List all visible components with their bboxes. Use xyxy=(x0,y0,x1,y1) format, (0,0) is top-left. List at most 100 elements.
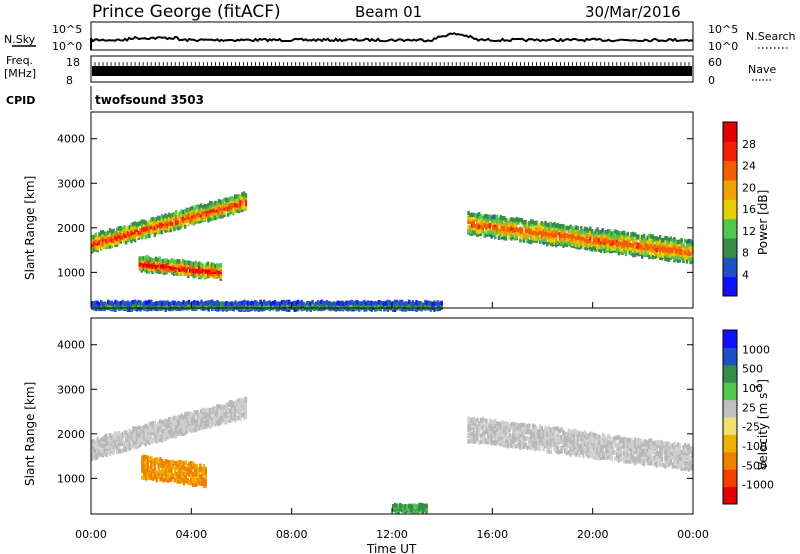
scatter-cell xyxy=(521,427,524,432)
scatter-cell xyxy=(680,250,683,256)
scatter-cell xyxy=(119,301,123,306)
scatter-cell xyxy=(204,472,207,477)
scatter-cell xyxy=(207,213,210,218)
scatter-cell xyxy=(147,260,151,265)
scatter-cell xyxy=(164,217,167,222)
scatter-cell xyxy=(199,466,202,471)
scatter-cell xyxy=(137,436,140,442)
scatter-cell xyxy=(383,304,386,309)
scatter-cell xyxy=(201,416,205,421)
scatter-cell xyxy=(160,420,164,425)
nsearch-label: N.Search xyxy=(746,30,796,43)
scatter-cell xyxy=(128,428,131,434)
scatter-cell xyxy=(255,301,259,307)
scatter-cell xyxy=(571,228,574,234)
scatter-cell xyxy=(530,436,533,442)
scatter-cell xyxy=(257,302,260,307)
scatter-cell xyxy=(637,457,640,463)
scatter-cell xyxy=(172,262,176,268)
scatter-cell xyxy=(565,233,569,238)
scatter-cell xyxy=(555,237,558,242)
scatter-cell xyxy=(139,428,142,434)
scatter-cell xyxy=(99,235,103,240)
scatter-cell xyxy=(614,438,617,443)
scatter-cell xyxy=(190,269,194,275)
scatter-cell xyxy=(616,453,619,459)
scatter-cell xyxy=(474,421,477,426)
scatter-cell xyxy=(501,425,504,430)
scatter-cell xyxy=(185,271,188,276)
scatter-cell xyxy=(198,301,201,307)
scatter-cell xyxy=(125,437,128,443)
scatter-cell xyxy=(279,305,282,310)
scatter-cell xyxy=(150,230,153,235)
scatter-cell xyxy=(210,205,214,210)
scatter-cell xyxy=(488,423,492,428)
scatter-cell xyxy=(673,252,676,257)
scatter-cell xyxy=(610,234,613,239)
scatter-cell xyxy=(187,426,190,431)
scatter-cell xyxy=(574,442,578,448)
scatter-cell xyxy=(96,440,99,446)
scatter-cell xyxy=(132,230,135,235)
scatter-cell xyxy=(678,257,682,263)
scatter-cell xyxy=(633,460,637,465)
scatter-cell xyxy=(155,460,159,465)
scatter-cell xyxy=(361,300,364,306)
scatter-cell xyxy=(513,218,517,223)
scatter-cell xyxy=(594,455,597,460)
scatter-cell xyxy=(200,215,203,220)
scatter-cell xyxy=(107,299,110,305)
scatter-cell xyxy=(110,234,114,239)
scatter-cell xyxy=(506,421,510,427)
scatter-cell xyxy=(555,223,558,229)
scatter-cell xyxy=(182,461,186,466)
scatter-cell xyxy=(254,300,257,305)
scatter-cell xyxy=(571,233,574,239)
scatter-cell xyxy=(474,228,477,233)
scatter-cell xyxy=(155,219,158,225)
scatter-cell xyxy=(98,445,101,451)
scatter-cell xyxy=(641,237,644,243)
scatter-cell xyxy=(195,471,198,476)
scatter-cell xyxy=(574,447,578,453)
scatter-cell xyxy=(210,407,214,412)
scatter-cell xyxy=(601,443,604,449)
scatter-cell xyxy=(210,267,213,272)
scatter-cell xyxy=(205,204,208,209)
scatter-cell xyxy=(133,223,137,229)
scatter-cell xyxy=(662,245,665,250)
scatter-cell xyxy=(173,429,176,434)
scatter-cell xyxy=(188,472,191,478)
scatter-cell xyxy=(555,230,558,235)
scatter-cell xyxy=(415,307,418,312)
scatter-cell xyxy=(164,432,167,437)
scatter-cell xyxy=(519,229,522,234)
scatter-cell xyxy=(225,206,228,211)
scatter-cell xyxy=(632,446,635,452)
scatter-cell xyxy=(150,421,153,427)
scatter-cell xyxy=(190,461,193,466)
scatter-cell xyxy=(504,230,508,235)
scatter-cell xyxy=(515,231,518,236)
scatter-cell xyxy=(528,428,531,434)
scatter-cell xyxy=(660,250,664,256)
scatter-cell xyxy=(685,239,689,245)
scatter-cell xyxy=(494,232,497,237)
cpid-label: CPID xyxy=(6,94,35,107)
scatter-cell xyxy=(530,445,533,451)
scatter-cell xyxy=(101,237,105,243)
scatter-cell xyxy=(492,440,495,445)
scatter-cell xyxy=(603,455,606,460)
scatter-cell xyxy=(598,239,601,245)
scatter-cell xyxy=(159,300,162,305)
scatter-cell xyxy=(691,240,694,246)
scatter-cell xyxy=(687,245,690,250)
scatter-cell xyxy=(506,220,510,226)
scatter-cell xyxy=(564,228,567,233)
scatter-cell xyxy=(159,302,162,308)
scatter-cell xyxy=(173,226,176,232)
scatter-cell xyxy=(621,234,624,240)
scatter-cell xyxy=(99,242,103,248)
scatter-cell xyxy=(583,440,587,446)
